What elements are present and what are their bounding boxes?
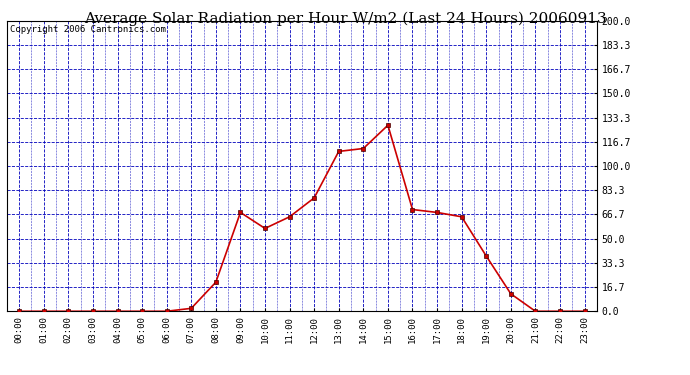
Text: Average Solar Radiation per Hour W/m2 (Last 24 Hours) 20060913: Average Solar Radiation per Hour W/m2 (L… xyxy=(83,11,607,26)
Text: Copyright 2006 Cantronics.com: Copyright 2006 Cantronics.com xyxy=(10,25,166,34)
